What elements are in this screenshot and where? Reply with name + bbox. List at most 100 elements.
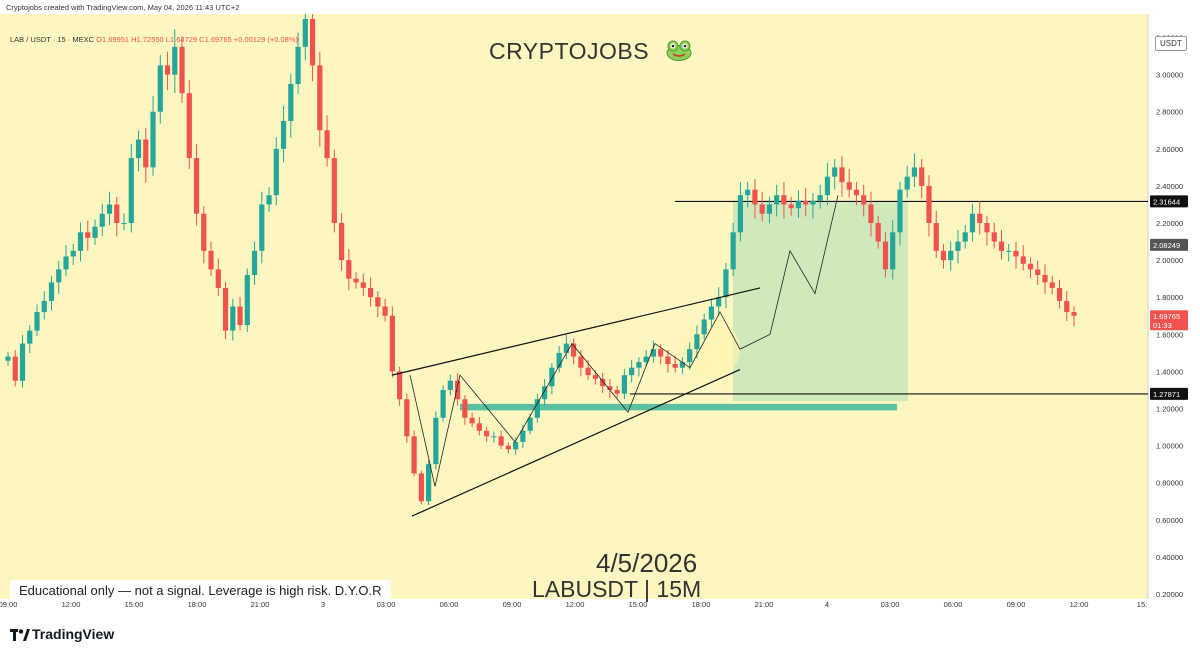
candle-body (629, 367, 635, 376)
price-chart[interactable]: 3.200003.000002.800002.600002.400002.200… (0, 14, 1200, 614)
y-tick-label: 0.80000 (1156, 479, 1183, 488)
candle-body (309, 19, 316, 66)
candle-body (302, 19, 308, 47)
brand-name: CRYPTOJOBS (489, 38, 650, 64)
candle-body (1006, 250, 1012, 252)
x-tick-label: 09:00 (1007, 600, 1026, 609)
candle-body (484, 430, 490, 437)
candle-body (513, 441, 519, 450)
candle-body (520, 430, 526, 442)
candle-body (491, 436, 497, 438)
candle-body (150, 111, 156, 168)
candle-body (389, 315, 395, 372)
candle-body (701, 319, 707, 335)
candle-body (578, 356, 584, 368)
candle-body (404, 399, 410, 437)
candle-body (317, 65, 323, 131)
price-label-box (1150, 238, 1188, 251)
candle-body (832, 167, 838, 177)
price-label-box (1150, 387, 1188, 400)
candle-body (846, 182, 852, 190)
x-tick-label: 06:00 (944, 600, 963, 609)
candle-body (346, 260, 352, 279)
chart-area[interactable]: 3.200003.000002.800002.600002.400002.200… (0, 14, 1200, 614)
candle-body (396, 371, 403, 400)
candle-body (672, 364, 678, 368)
chart-pair-label: LABUSDT | 15M (532, 576, 702, 602)
x-tick-label: 3 (321, 600, 325, 609)
candle-body (27, 330, 33, 344)
candle-body (447, 380, 453, 390)
unit-label[interactable]: USDT (1155, 36, 1187, 51)
candle-body (143, 139, 149, 168)
candle-body (969, 213, 976, 233)
price-label-text: 2.31644 (1153, 197, 1180, 206)
highlight-circle (680, 319, 740, 380)
candle-body (962, 232, 968, 242)
candle-body (817, 195, 823, 201)
y-tick-label: 3.00000 (1156, 71, 1183, 80)
candle-body (527, 417, 533, 431)
candle-body (665, 356, 671, 364)
candle-body (991, 232, 997, 242)
tradingview-brand[interactable]: TradingView (32, 626, 115, 642)
candle-body (469, 417, 475, 424)
candle-body (708, 306, 715, 320)
candle-body (977, 213, 983, 224)
y-tick-label: 2.40000 (1156, 182, 1183, 191)
x-tick-label: 12:00 (62, 600, 81, 609)
y-tick-label: 2.20000 (1156, 219, 1183, 228)
candle-body (1027, 263, 1034, 270)
x-tick-label: 18:00 (188, 600, 207, 609)
candle-body (77, 232, 84, 251)
candle-body (723, 269, 729, 298)
candle-body (85, 232, 91, 238)
candle-body (636, 362, 642, 368)
tradingview-logo-icon[interactable] (10, 628, 30, 646)
candle-body (172, 46, 178, 75)
candle-body (926, 185, 932, 224)
candle-body (331, 158, 337, 224)
y-tick-label: 1.40000 (1156, 367, 1183, 376)
candle-body (375, 297, 381, 307)
candle-body (135, 139, 142, 159)
candle-body (1071, 312, 1077, 316)
candle-body (643, 356, 649, 363)
y-tick-label: 2.00000 (1156, 256, 1183, 265)
candle-body (266, 195, 272, 205)
candle-body (157, 65, 163, 112)
candle-body (919, 167, 925, 186)
candle-body (418, 473, 424, 502)
candle-body (839, 167, 845, 183)
candle-body (1035, 269, 1041, 275)
x-tick-label: 21:00 (251, 600, 270, 609)
candle-body (99, 213, 105, 227)
brand-watermark: CRYPTOJOBS (489, 38, 692, 67)
candle-body (222, 287, 229, 331)
ohlc-values: O1.69951 H1.72550 L1.64729 C1.69765 +0.0… (96, 35, 298, 44)
y-tick-label: 0.20000 (1156, 590, 1183, 599)
candle-body (766, 204, 773, 214)
candle-body (853, 189, 860, 196)
candle-body (41, 300, 47, 313)
y-tick-label: 2.60000 (1156, 145, 1183, 154)
candle-body (215, 269, 221, 288)
y-tick-label: 1.20000 (1156, 405, 1183, 414)
candle-body (1013, 250, 1019, 257)
candle-body (745, 189, 751, 196)
candle-body (984, 223, 990, 233)
candle-body (295, 46, 301, 84)
candle-body (752, 189, 758, 205)
candle-body (890, 232, 896, 270)
price-label-box (1150, 310, 1188, 331)
candle-body (534, 399, 540, 418)
candle-body (208, 250, 214, 270)
x-tick-label: 18:00 (692, 600, 711, 609)
chart-date-label: 4/5/2026 (596, 548, 698, 578)
candle-body (897, 189, 903, 233)
candle-body (1020, 256, 1026, 264)
x-tick-label: 15: (1137, 600, 1147, 609)
candle-body (411, 436, 417, 474)
projection-path (409, 195, 839, 487)
candle-body (621, 375, 627, 394)
